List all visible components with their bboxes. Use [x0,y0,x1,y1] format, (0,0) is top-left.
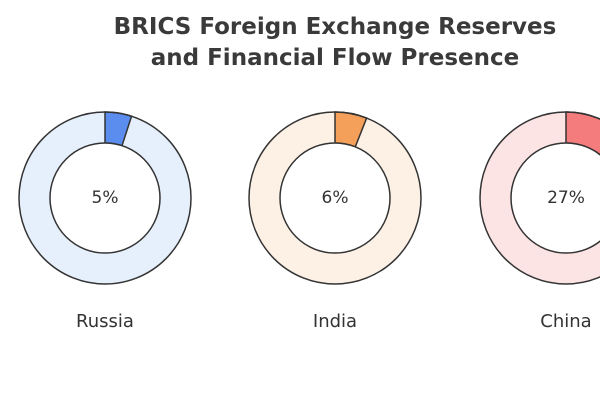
donut-hole [49,142,161,254]
category-label: India [313,311,357,332]
value-label: 5% [92,188,119,208]
category-label: Russia [76,311,134,332]
donut-hole [510,142,600,254]
donut-outline [248,111,422,285]
donut-outline [18,111,192,285]
donut-hole [279,142,391,254]
value-label: 27% [547,188,585,208]
donut-outline [479,111,600,285]
category-label: China [540,311,591,332]
chart-title: BRICS Foreign Exchange Reserves and Fina… [113,14,557,71]
value-label: 6% [322,188,349,208]
